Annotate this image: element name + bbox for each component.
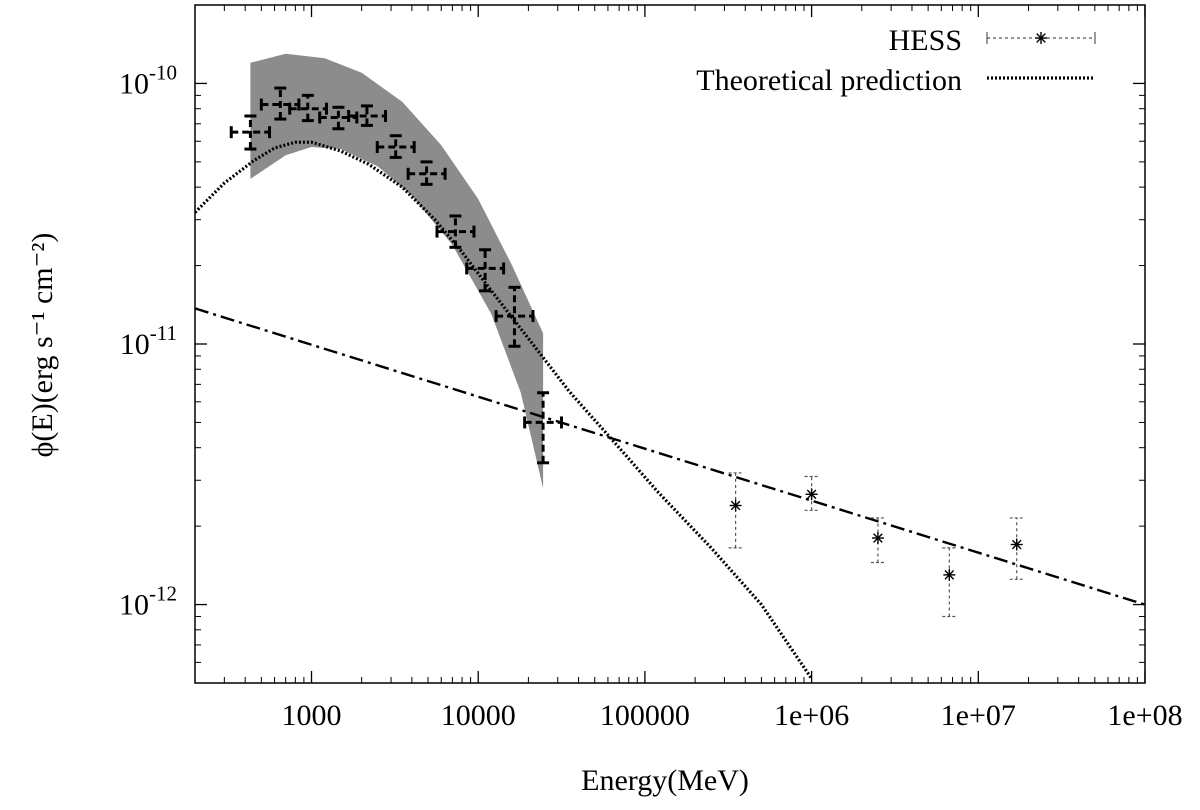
gev-point-6: [406, 160, 447, 186]
hess-point-1: [804, 475, 819, 511]
legend-swatch-hess: [986, 32, 1096, 44]
gev-point-5: [375, 134, 416, 159]
gev-point-10: [523, 391, 564, 465]
asterisk-stroke: [1036, 33, 1046, 43]
hess-marker: [805, 488, 818, 501]
x-axis-title: Energy(MeV): [581, 764, 749, 797]
hess-data-points: [728, 472, 1024, 618]
gev-point-4: [347, 104, 388, 127]
legend-label-theory: Theoretical prediction: [696, 64, 962, 97]
asterisk-stroke: [944, 570, 955, 580]
gev-point-0: [229, 114, 272, 151]
hess-marker: [1010, 538, 1023, 551]
gev-point-9: [494, 285, 535, 348]
x-tick-label: 1e+06: [774, 699, 849, 732]
theoretical-prediction-line: [195, 140, 813, 680]
hess-point-3: [942, 547, 957, 618]
hess-point-4: [1009, 517, 1024, 580]
hess-marker: [729, 499, 742, 512]
asterisk-stroke: [1011, 539, 1022, 550]
model-lines: [195, 140, 1145, 680]
y-tick-label: 10-10: [119, 60, 177, 100]
legend-label-hess: HESS: [889, 24, 962, 57]
asterisk-stroke: [730, 500, 741, 511]
gev-point-1: [259, 86, 301, 121]
x-tick-label: 1e+07: [941, 699, 1016, 732]
x-tick-label: 1e+08: [1107, 699, 1182, 732]
uncertainty-band: [250, 53, 544, 489]
gev-point-3: [318, 105, 359, 131]
y-tick-label: 10-11: [120, 321, 177, 361]
y-axis-title: ϕ(E)(erg s⁻¹ cm⁻²): [26, 233, 59, 458]
legend-swatches: [986, 32, 1096, 80]
band-area: [250, 53, 544, 489]
hess-point-0: [728, 472, 743, 549]
x-tick-label: 1000: [282, 699, 342, 732]
gev-data-points: [229, 86, 564, 465]
legend-hess-marker: [1035, 32, 1047, 44]
hess-marker: [943, 568, 956, 581]
y-tick-label: 10-12: [119, 582, 177, 622]
gev-point-7: [435, 214, 476, 249]
axis-ticks: 1000 10000 100000 1e+06 1e+07 1e+08 10-10 10-11…: [119, 4, 1183, 732]
asterisk-stroke: [873, 533, 883, 543]
hess-marker: [871, 532, 884, 545]
legend: HESS Theoretical prediction: [696, 24, 1096, 97]
gev-point-2: [288, 93, 329, 123]
gev-point-8: [465, 248, 506, 293]
asterisk-stroke: [806, 489, 817, 500]
hess-point-2: [870, 517, 885, 564]
power-law-fit-line: [195, 307, 1145, 606]
x-tick-label: 10000: [441, 699, 516, 732]
x-tick-label: 100000: [600, 699, 690, 732]
